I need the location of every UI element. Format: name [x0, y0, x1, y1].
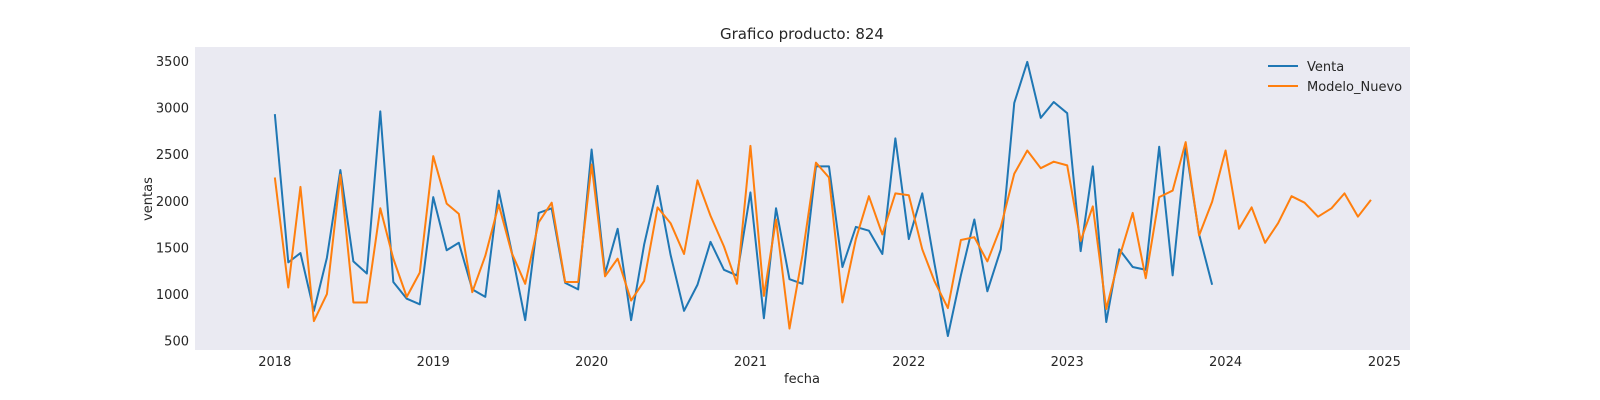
plot-area: [195, 47, 1410, 350]
legend-label-venta: Venta: [1307, 60, 1344, 75]
series-layer: [273, 60, 1372, 338]
chart-title: Grafico producto: 824: [720, 25, 884, 43]
x-tick-label: 2022: [892, 355, 925, 370]
y-axis-ticks: 500 1000 1500 2000 2500 3000 3500: [156, 55, 189, 350]
y-tick-label: 1500: [156, 241, 189, 256]
legend: Venta Modelo_Nuevo: [1268, 60, 1402, 95]
x-tick-label: 2023: [1051, 355, 1084, 370]
x-tick-label: 2021: [734, 355, 767, 370]
x-tick-label: 2019: [417, 355, 450, 370]
x-axis-label: fecha: [784, 372, 820, 387]
y-tick-label: 2000: [156, 195, 189, 210]
x-tick-label: 2024: [1209, 355, 1242, 370]
y-tick-label: 3500: [156, 55, 189, 70]
y-tick-label: 3000: [156, 102, 189, 117]
series-line-modelo-nuevo: [273, 141, 1372, 330]
x-tick-label: 2020: [575, 355, 608, 370]
y-tick-label: 2500: [156, 148, 189, 163]
y-axis-label: ventas: [141, 177, 156, 221]
x-tick-label: 2025: [1368, 355, 1401, 370]
x-axis-ticks: 2018 2019 2020 2021 2022 2023 2024 2025: [258, 355, 1401, 370]
legend-label-modelo-nuevo: Modelo_Nuevo: [1307, 80, 1402, 95]
y-tick-label: 1000: [156, 288, 189, 303]
series-line-venta: [273, 60, 1214, 338]
y-tick-label: 500: [164, 335, 189, 350]
x-tick-label: 2018: [258, 355, 291, 370]
